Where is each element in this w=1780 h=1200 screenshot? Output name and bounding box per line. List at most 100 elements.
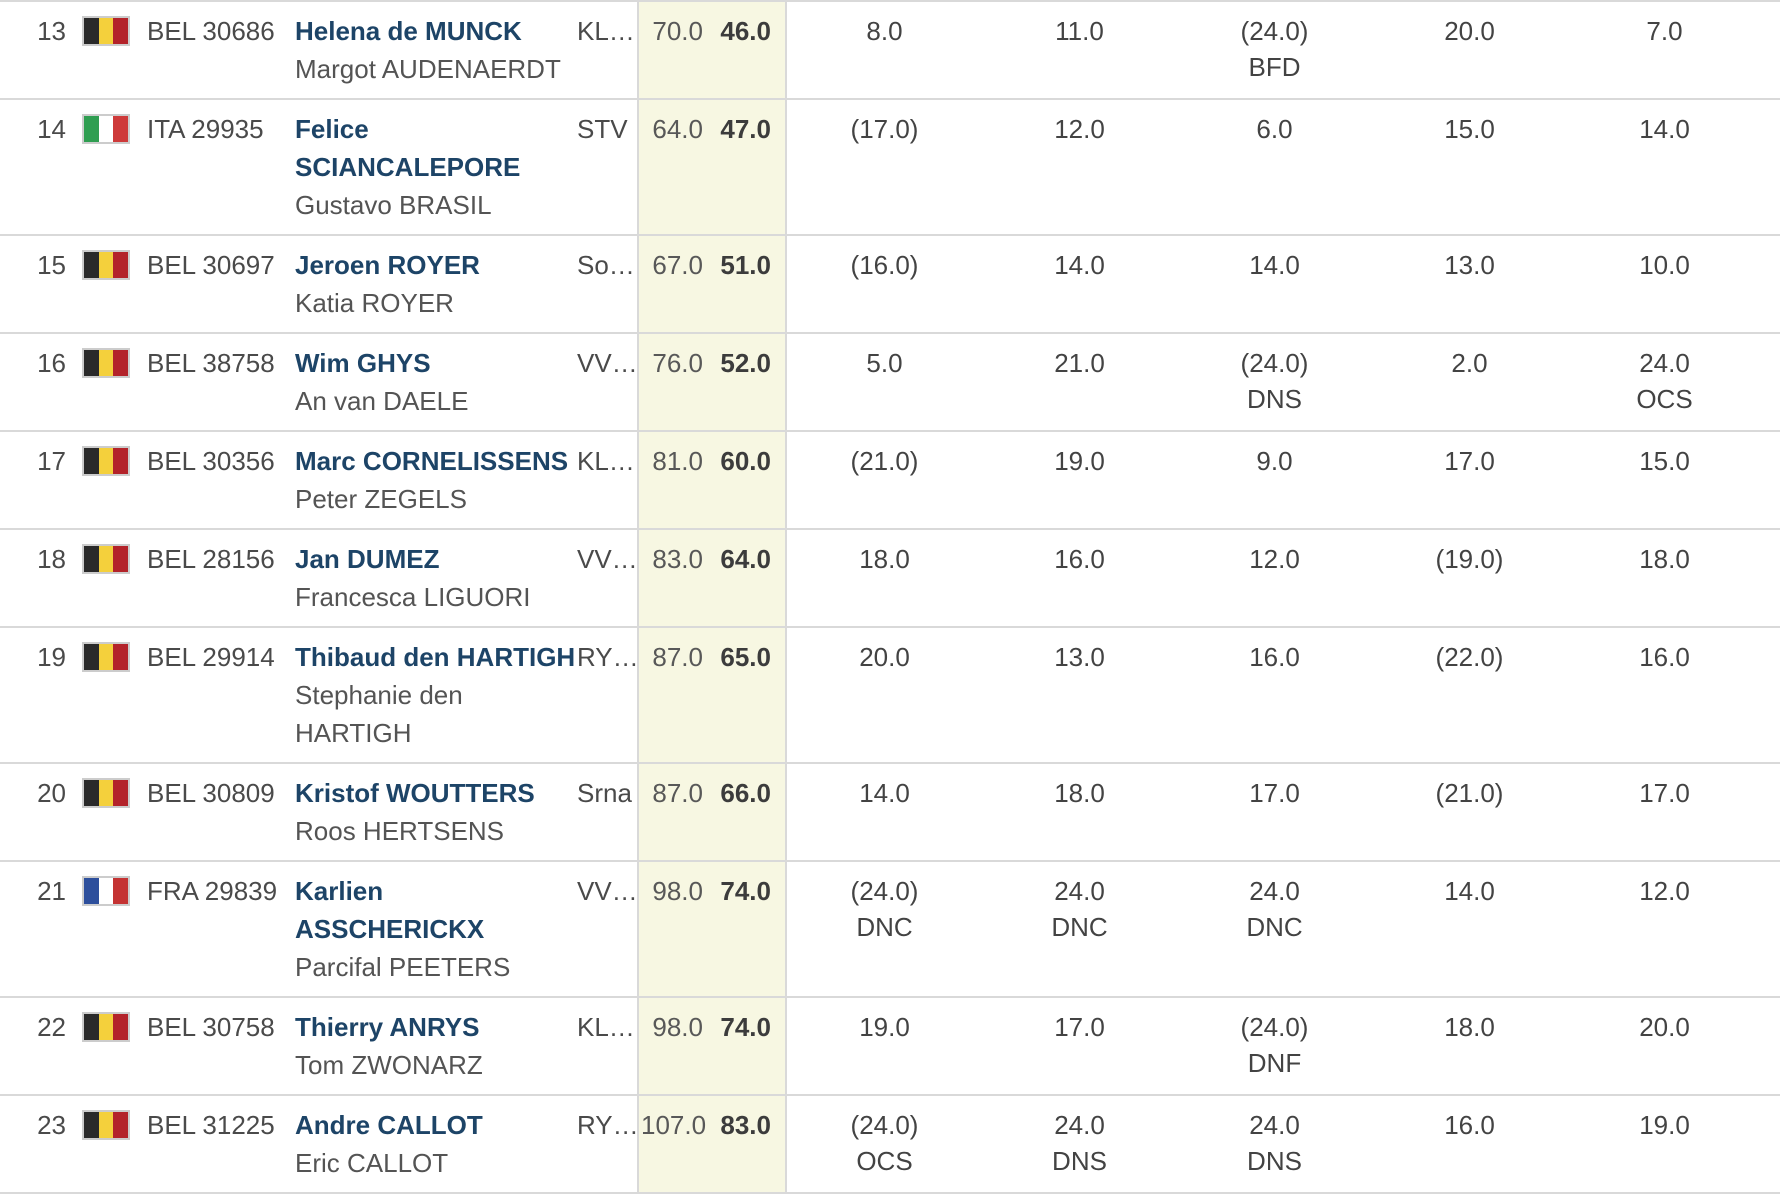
skipper-name-link[interactable]: Kristof WOUTTERS: [295, 778, 535, 808]
club-abbreviation: KL…: [577, 446, 635, 476]
race-4-score: 17.0: [1372, 432, 1567, 528]
race-score-value: 19.0: [1054, 446, 1105, 476]
net-points: 51.0: [720, 250, 771, 280]
race-5-score: 16.0: [1567, 628, 1762, 762]
race-score-value: (17.0): [850, 114, 919, 144]
race-scoring-code: DNF: [1247, 1048, 1302, 1078]
crew-names-cell: Wim GHYS An van DAELE: [295, 334, 577, 430]
total-points: 107.0: [641, 1110, 707, 1140]
race-5-score: 10.0: [1567, 236, 1762, 332]
race-1-score: (24.0) OCS: [787, 1096, 982, 1192]
race-score-value: 20.0: [1444, 16, 1495, 46]
race-score-value: (24.0): [1240, 16, 1309, 46]
totals-cell: 87.0 66.0: [637, 764, 787, 860]
race-score-value: 14.0: [1054, 250, 1105, 280]
sail-number: BEL 31225: [147, 1110, 275, 1140]
race-score-value: 16.0: [1639, 642, 1690, 672]
skipper-name-link[interactable]: Andre CALLOT: [295, 1110, 483, 1140]
race-score-value: 12.0: [1639, 876, 1690, 906]
skipper-name-link[interactable]: Felice SCIANCALEPORE: [295, 114, 521, 182]
sail-number: BEL 30356: [147, 446, 275, 476]
skipper-name-link[interactable]: Karlien ASSCHERICKX: [295, 876, 485, 944]
totals-cell: 83.0 64.0: [637, 530, 787, 626]
race-5-score: 15.0: [1567, 432, 1762, 528]
race-2-score: 24.0 DNS: [982, 1096, 1177, 1192]
table-row: 13 BEL 30686 Helena de MUNCK Margot AUDE…: [0, 2, 1780, 100]
net-points: 83.0: [720, 1110, 771, 1140]
race-2-score: 12.0: [982, 100, 1177, 234]
country-flag-icon: [82, 236, 147, 332]
sail-number: BEL 28156: [147, 544, 275, 574]
race-5-score: 20.0: [1567, 998, 1762, 1094]
totals-cell: 107.0 83.0: [637, 1096, 787, 1192]
skipper-name-link[interactable]: Jeroen ROYER: [295, 250, 480, 280]
race-5-score: 12.0: [1567, 862, 1762, 996]
crew-names-cell: Jan DUMEZ Francesca LIGUORI: [295, 530, 577, 626]
race-1-score: (17.0): [787, 100, 982, 234]
race-4-score: 13.0: [1372, 236, 1567, 332]
sail-number: FRA 29839: [147, 876, 278, 906]
net-points: 60.0: [720, 446, 771, 476]
crew-names-cell: Andre CALLOT Eric CALLOT: [295, 1096, 577, 1192]
totals-cell: 87.0 65.0: [637, 628, 787, 762]
race-score-value: 16.0: [1054, 544, 1105, 574]
table-row: 15 BEL 30697 Jeroen ROYER Katia ROYER So…: [0, 236, 1780, 334]
race-score-value: 18.0: [1444, 1012, 1495, 1042]
race-score-value: 10.0: [1639, 250, 1690, 280]
rank-number: 18: [37, 544, 66, 574]
race-score-value: 16.0: [1444, 1110, 1495, 1140]
race-score-value: 19.0: [1639, 1110, 1690, 1140]
race-score-value: (24.0): [850, 1110, 919, 1140]
skipper-name-link[interactable]: Marc CORNELISSENS: [295, 446, 569, 476]
country-flag-icon: [82, 1096, 147, 1192]
skipper-name-link[interactable]: Thibaud den HARTIGH: [295, 642, 576, 672]
total-points: 67.0: [652, 250, 703, 280]
country-flag-icon: [82, 764, 147, 860]
race-2-score: 21.0: [982, 334, 1177, 430]
race-5-score: 24.0 OCS: [1567, 334, 1762, 430]
club-abbreviation: RY…: [577, 1110, 637, 1140]
country-flag-icon: [82, 432, 147, 528]
race-score-value: 18.0: [1054, 778, 1105, 808]
club-abbreviation: RY…: [577, 642, 637, 672]
table-row: 17 BEL 30356 Marc CORNELISSENS Peter ZEG…: [0, 432, 1780, 530]
race-score-value: 17.0: [1639, 778, 1690, 808]
race-1-score: 5.0: [787, 334, 982, 430]
sail-number: ITA 29935: [147, 114, 264, 144]
club-abbreviation: STV: [577, 114, 628, 144]
club-abbreviation: So…: [577, 250, 635, 280]
crew-names-cell: Karlien ASSCHERICKX Parcifal PEETERS: [295, 862, 577, 996]
race-score-value: (22.0): [1435, 642, 1504, 672]
club-abbreviation: KL…: [577, 16, 635, 46]
race-score-value: 16.0: [1249, 642, 1300, 672]
race-score-value: 24.0: [1054, 876, 1105, 906]
table-row: 14 ITA 29935 Felice SCIANCALEPORE Gustav…: [0, 100, 1780, 236]
skipper-name-link[interactable]: Thierry ANRYS: [295, 1012, 480, 1042]
net-points: 74.0: [720, 876, 771, 906]
race-score-value: 17.0: [1444, 446, 1495, 476]
race-1-score: (24.0) DNC: [787, 862, 982, 996]
race-1-score: (21.0): [787, 432, 982, 528]
race-score-value: 14.0: [1249, 250, 1300, 280]
race-score-value: 21.0: [1054, 348, 1105, 378]
skipper-name-link[interactable]: Helena de MUNCK: [295, 16, 522, 46]
race-score-value: (19.0): [1435, 544, 1504, 574]
skipper-name-link[interactable]: Jan DUMEZ: [295, 544, 440, 574]
sail-number: BEL 30809: [147, 778, 275, 808]
race-score-value: 5.0: [866, 348, 903, 378]
crew-name: Tom ZWONARZ: [295, 1050, 483, 1080]
race-1-score: 14.0: [787, 764, 982, 860]
net-points: 46.0: [720, 16, 771, 46]
total-points: 76.0: [652, 348, 703, 378]
race-score-value: 24.0: [1249, 1110, 1300, 1140]
total-points: 98.0: [652, 876, 703, 906]
race-4-score: 18.0: [1372, 998, 1567, 1094]
race-1-score: 20.0: [787, 628, 982, 762]
crew-names-cell: Thibaud den HARTIGH Stephanie den HARTIG…: [295, 628, 577, 762]
race-scoring-code: DNC: [856, 912, 913, 942]
skipper-name-link[interactable]: Wim GHYS: [295, 348, 431, 378]
race-2-score: 14.0: [982, 236, 1177, 332]
race-5-score: 19.0: [1567, 1096, 1762, 1192]
crew-name: Peter ZEGELS: [295, 484, 467, 514]
club-abbreviation: Srna: [577, 778, 632, 808]
